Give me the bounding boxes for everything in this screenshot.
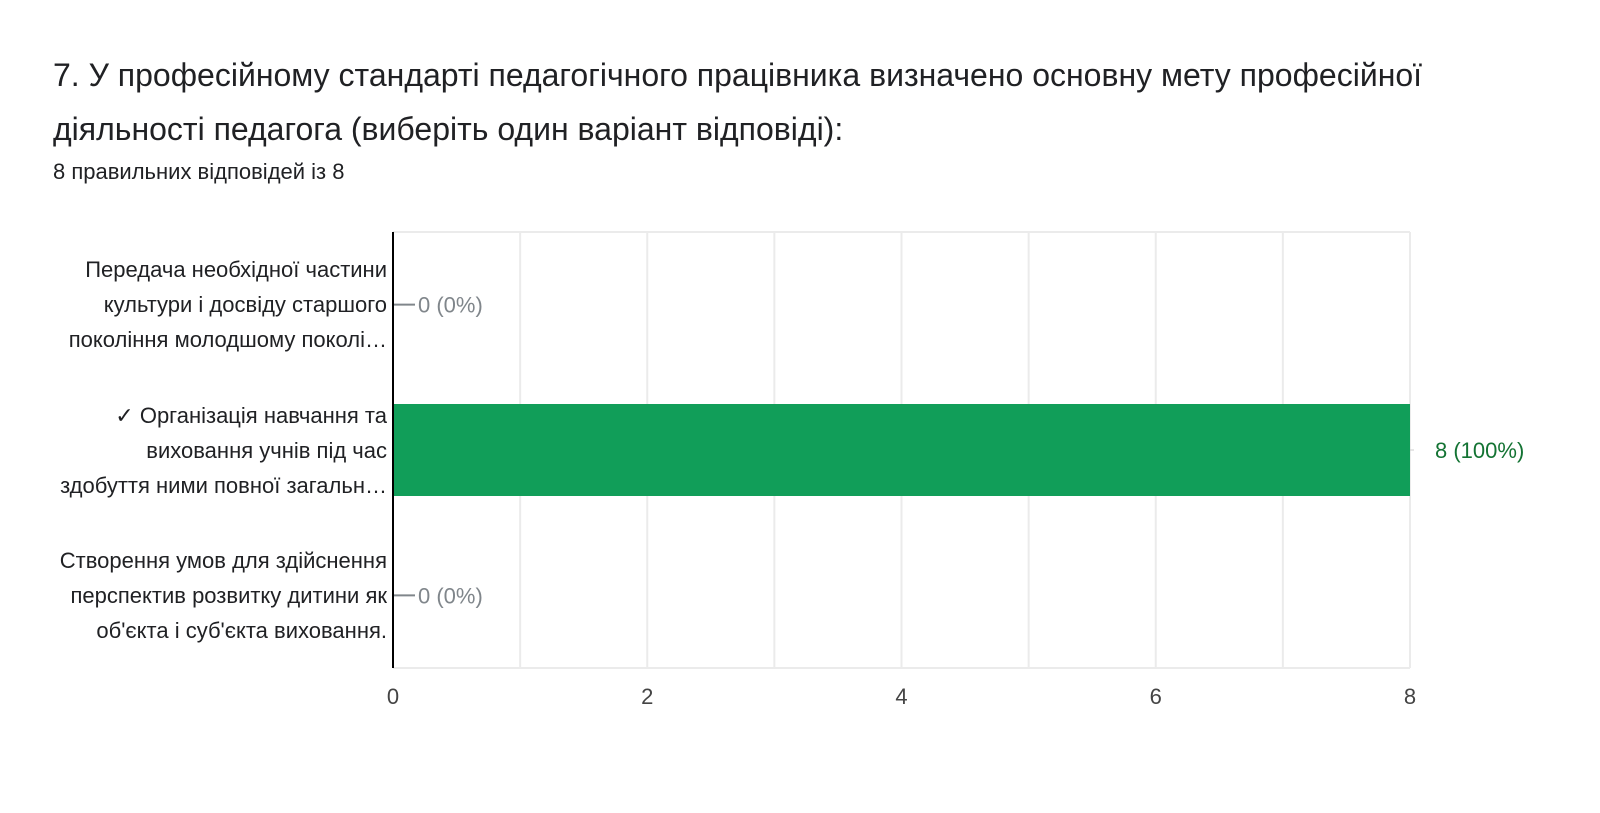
bar-value-label: 0 (0%) bbox=[418, 293, 483, 318]
category-label-line: об'єкта і суб'єкта виховання. bbox=[96, 617, 387, 643]
category-label-line: покоління молодшому поколі… bbox=[68, 327, 387, 353]
category-label-line: перспектив розвитку дитини як bbox=[70, 582, 388, 608]
category-label-line: Створення умов для здійснення bbox=[59, 547, 387, 573]
x-tick-label: 8 bbox=[1404, 684, 1416, 709]
category-label-line: виховання учнів під час bbox=[146, 437, 387, 463]
bar-chart: 0 2 4 6 8 0 (0%) 8 (100%) 0 (0%) bbox=[387, 231, 1524, 709]
bar-value-label: 0 (0%) bbox=[418, 583, 483, 608]
bar-value-label: 8 (100%) bbox=[1435, 438, 1524, 463]
question-subtitle: 8 правильних відповідей із 8 bbox=[53, 159, 345, 184]
x-tick-label: 6 bbox=[1150, 684, 1162, 709]
category-label: Створення умов для здійснення перспектив … bbox=[0, 543, 387, 648]
bar bbox=[393, 404, 1410, 496]
category-label: Передача необхідної частини культури і до… bbox=[0, 252, 387, 357]
x-tick-label: 2 bbox=[641, 684, 653, 709]
question-title: 7. У професійному стандарті педагогічног… bbox=[53, 57, 1423, 147]
category-label-line: культури і досвіду старшого bbox=[103, 292, 387, 318]
category-label: ✓ Організація навчання та виховання учнів… bbox=[0, 398, 387, 503]
category-label-line: здобуття ними повної загальн… bbox=[60, 472, 387, 498]
chart-container: 0 2 4 6 8 0 (0%) 8 (100%) 0 (0%) Передача необх… bbox=[0, 220, 1600, 740]
x-tick-label: 0 bbox=[387, 684, 399, 709]
category-label-line: Передача необхідної частини bbox=[85, 257, 387, 283]
category-label-line: ✓ Організація навчання та bbox=[115, 402, 387, 428]
x-tick-label: 4 bbox=[895, 684, 907, 709]
